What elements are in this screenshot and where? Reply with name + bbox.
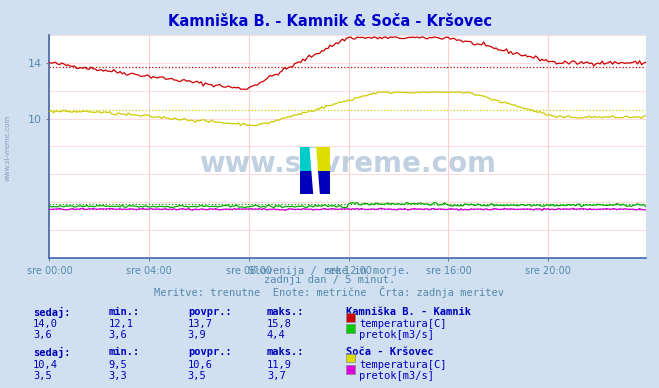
Text: Kamniška B. - Kamnik: Kamniška B. - Kamnik — [346, 307, 471, 317]
Text: www.si-vreme.com: www.si-vreme.com — [5, 114, 11, 180]
Text: sedaj:: sedaj: — [33, 347, 71, 358]
Text: temperatura[C]: temperatura[C] — [359, 360, 447, 370]
Text: pretok[m3/s]: pretok[m3/s] — [359, 371, 434, 381]
Text: 11,9: 11,9 — [267, 360, 292, 370]
Text: 3,3: 3,3 — [109, 371, 127, 381]
Text: 3,9: 3,9 — [188, 330, 206, 340]
Bar — [315, 147, 330, 171]
Text: Slovenija / reke in morje.: Slovenija / reke in morje. — [248, 266, 411, 276]
Text: min.:: min.: — [109, 307, 140, 317]
Bar — [300, 147, 315, 171]
Text: sedaj:: sedaj: — [33, 307, 71, 317]
Text: maks.:: maks.: — [267, 307, 304, 317]
Text: 10,4: 10,4 — [33, 360, 58, 370]
Text: 3,5: 3,5 — [188, 371, 206, 381]
Text: temperatura[C]: temperatura[C] — [359, 319, 447, 329]
Text: 3,6: 3,6 — [109, 330, 127, 340]
Text: pretok[m3/s]: pretok[m3/s] — [359, 330, 434, 340]
Polygon shape — [310, 147, 320, 194]
Text: maks.:: maks.: — [267, 347, 304, 357]
Text: 3,7: 3,7 — [267, 371, 285, 381]
Text: 15,8: 15,8 — [267, 319, 292, 329]
Text: Soča - Kršovec: Soča - Kršovec — [346, 347, 434, 357]
Text: 3,5: 3,5 — [33, 371, 51, 381]
Text: 12,1: 12,1 — [109, 319, 134, 329]
Text: 3,6: 3,6 — [33, 330, 51, 340]
Text: 4,4: 4,4 — [267, 330, 285, 340]
Text: povpr.:: povpr.: — [188, 347, 231, 357]
Text: zadnji dan / 5 minut.: zadnji dan / 5 minut. — [264, 275, 395, 286]
Text: 13,7: 13,7 — [188, 319, 213, 329]
Text: Kamniška B. - Kamnik & Soča - Kršovec: Kamniška B. - Kamnik & Soča - Kršovec — [167, 14, 492, 29]
Text: Meritve: trenutne  Enote: metrične  Črta: zadnja meritev: Meritve: trenutne Enote: metrične Črta: … — [154, 286, 505, 298]
Text: min.:: min.: — [109, 347, 140, 357]
Bar — [300, 171, 330, 194]
Text: 9,5: 9,5 — [109, 360, 127, 370]
Text: 14,0: 14,0 — [33, 319, 58, 329]
Text: www.si-vreme.com: www.si-vreme.com — [199, 150, 496, 178]
Text: 10,6: 10,6 — [188, 360, 213, 370]
Text: povpr.:: povpr.: — [188, 307, 231, 317]
